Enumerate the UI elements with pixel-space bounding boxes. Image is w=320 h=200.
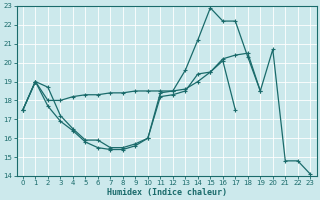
X-axis label: Humidex (Indice chaleur): Humidex (Indice chaleur) — [107, 188, 227, 197]
